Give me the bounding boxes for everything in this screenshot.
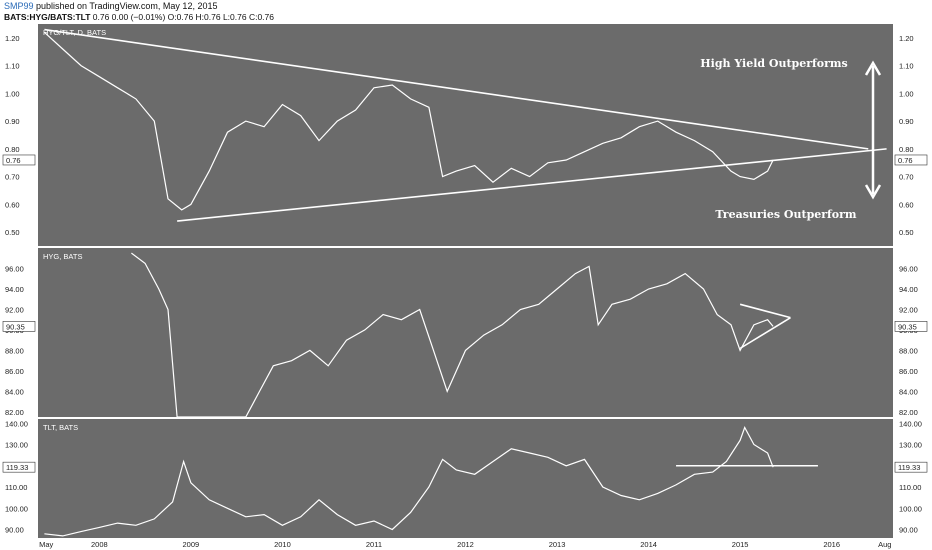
- quote-values: 0.76 0.00 (−0.01%) O:0.76 H:0.76 L:0.76 …: [90, 12, 274, 22]
- x-tick-label: 2010: [274, 540, 291, 549]
- quote-line: BATS:HYG/BATS:TLT 0.76 0.00 (−0.01%) O:0…: [4, 12, 274, 23]
- pane-title: HYG, BATS: [43, 252, 82, 261]
- x-tick-label: 2012: [457, 540, 474, 549]
- y-tick-label-right: 96.00: [899, 264, 918, 273]
- y-tick-label-right: 94.00: [899, 285, 918, 294]
- last-value-tag-right: 0.76: [898, 156, 913, 165]
- y-tick-label-right: 92.00: [899, 305, 918, 314]
- y-tick-label-right: 0.60: [899, 200, 914, 209]
- x-tick-label: 2011: [366, 540, 382, 549]
- last-value-tag-left: 119.33: [6, 463, 28, 472]
- last-value-tag-right-box: [894, 461, 928, 473]
- last-value-tag-left-box: [2, 461, 36, 473]
- y-tick-label-left: 1.10: [5, 62, 20, 71]
- y-tick-label-right: 110.00: [899, 483, 921, 492]
- y-tick-label-left: 0.60: [5, 200, 20, 209]
- pane-title: HYG/TLT, D, BATS: [43, 28, 106, 37]
- y-tick-label-right: 90.00: [899, 526, 918, 535]
- x-tick-label: 2014: [640, 540, 657, 549]
- series-line: [44, 426, 774, 537]
- symbol-label: BATS:HYG/BATS:TLT: [4, 12, 91, 22]
- trendline[interactable]: [177, 148, 887, 222]
- y-tick-label-left: 90.00: [5, 526, 24, 535]
- y-tick-label-left: 86.00: [5, 367, 24, 376]
- series-line: [131, 252, 774, 417]
- trendline[interactable]: [739, 316, 791, 350]
- y-tick-label-right: 130.00: [899, 441, 922, 450]
- y-tick-label-right: 82.00: [899, 408, 918, 417]
- y-tick-label-left: 130.00: [5, 441, 28, 450]
- y-tick-label-left: 140.00: [5, 419, 28, 428]
- y-tick-label-right: 86.00: [899, 367, 918, 376]
- y-tick-label-right: 100.00: [899, 504, 922, 513]
- x-tick-label: 2015: [732, 540, 749, 549]
- annotation-treasuries: Treasuries Outperform: [715, 208, 857, 221]
- last-value-tag-left: 90.35: [6, 322, 25, 331]
- y-tick-label-right: 0.50: [899, 228, 914, 237]
- y-tick-label-right: 1.00: [899, 89, 914, 98]
- y-tick-label-left: 0.70: [5, 173, 20, 182]
- series-line: [43, 31, 774, 211]
- x-tick-label: 2009: [183, 540, 200, 549]
- y-tick-label-right: 0.70: [899, 173, 914, 182]
- y-tick-label-right: 1.10: [899, 62, 914, 71]
- y-tick-label-left: 0.80: [5, 145, 20, 154]
- y-tick-label-left: 96.00: [5, 264, 24, 273]
- pane-background: [38, 419, 893, 538]
- published-info: SMP99 published on TradingView.com, May …: [4, 1, 217, 12]
- pane-3[interactable]: 140.00140.00130.00130.00120.00120.00110.…: [2, 419, 928, 538]
- pane-1[interactable]: 1.20 1.20 1.10 1.10 1.00 1.00 0.90 0.90 0.80 0.80…: [2, 24, 928, 246]
- y-tick-label-left: 1.20: [5, 34, 20, 43]
- published-text: published on TradingView.com, May 12, 20…: [33, 1, 218, 11]
- annotation-high-yield: High Yield Outperforms: [700, 57, 847, 70]
- y-tick-label-left: 100.00: [5, 504, 28, 513]
- y-tick-label-left: 0.90: [5, 117, 20, 126]
- last-value-tag-left-box: [2, 154, 36, 166]
- y-tick-label-right: 0.90: [899, 117, 914, 126]
- y-tick-label-right: 1.20: [899, 34, 914, 43]
- last-value-tag-left-box: [2, 321, 36, 332]
- x-tick-label: May: [39, 540, 53, 549]
- y-tick-label-right: 0.80: [899, 145, 914, 154]
- y-tick-label-left: 84.00: [5, 387, 24, 396]
- y-tick-label-right: 88.00: [899, 346, 918, 355]
- pane-2[interactable]: 96.0096.0094.0094.0092.0092.0090.0090.00…: [2, 248, 928, 417]
- y-tick-label-left: 82.00: [5, 408, 24, 417]
- x-tick-label: 2016: [823, 540, 840, 549]
- y-tick-label-left: 110.00: [5, 483, 27, 492]
- y-tick-label-right: 140.00: [899, 419, 922, 428]
- y-tick-label-right: 84.00: [899, 387, 918, 396]
- y-tick-label-left: 92.00: [5, 305, 24, 314]
- double-arrow-icon: [864, 60, 882, 200]
- x-tick-label: 2008: [91, 540, 108, 549]
- last-value-tag-left: 0.76: [6, 156, 21, 165]
- author-link[interactable]: SMP99: [4, 1, 34, 11]
- trendline[interactable]: [44, 28, 869, 150]
- y-tick-label-left: 94.00: [5, 285, 24, 294]
- y-tick-label-left: 0.50: [5, 228, 20, 237]
- last-value-tag-right-box: [894, 154, 928, 166]
- y-tick-label-left: 1.00: [5, 89, 20, 98]
- x-tick-label: Aug: [878, 540, 891, 549]
- pane-background: [38, 248, 893, 417]
- last-value-tag-right: 90.35: [898, 322, 917, 331]
- last-value-tag-right: 119.33: [898, 463, 920, 472]
- y-tick-label-left: 88.00: [5, 346, 24, 355]
- last-value-tag-right-box: [894, 321, 928, 332]
- pane-title: TLT, BATS: [43, 423, 78, 432]
- trendline[interactable]: [739, 303, 791, 319]
- x-tick-label: 2013: [549, 540, 566, 549]
